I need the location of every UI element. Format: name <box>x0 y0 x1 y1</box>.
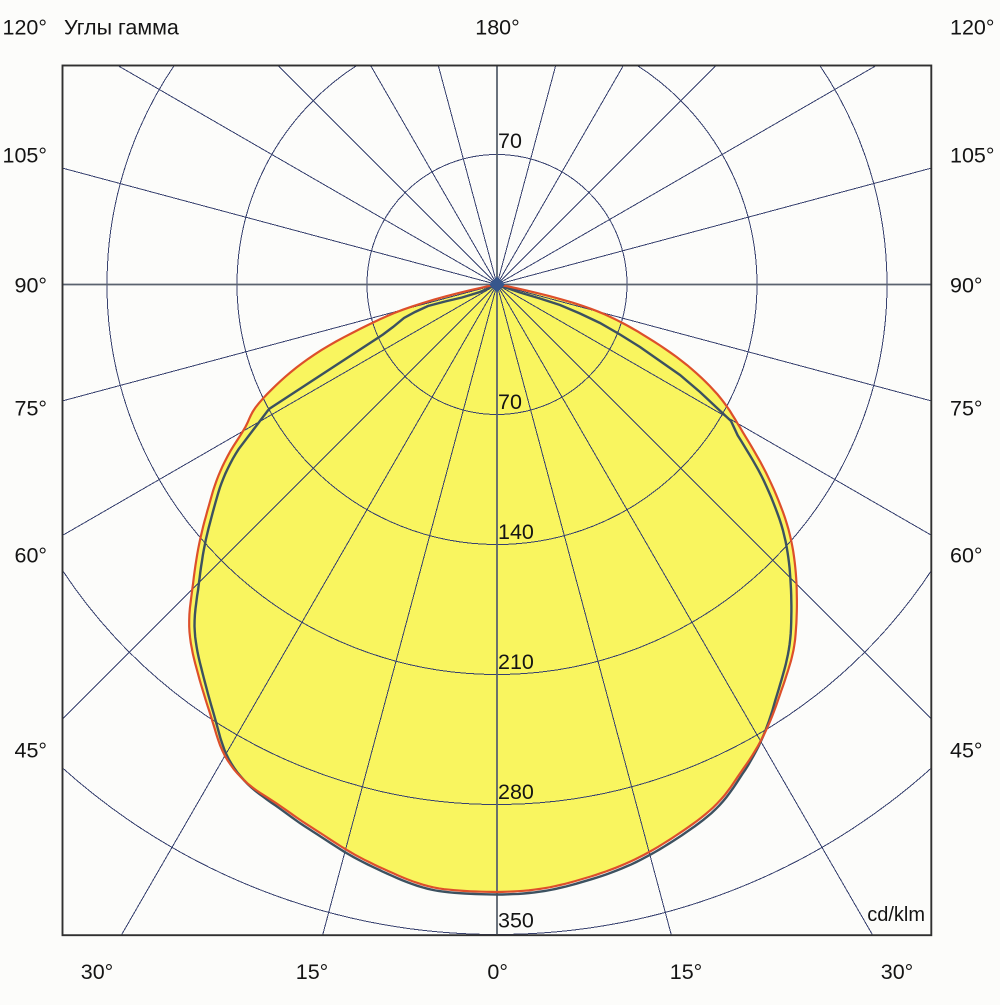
svg-text:90°: 90° <box>14 274 47 298</box>
svg-text:45°: 45° <box>14 739 47 763</box>
svg-text:70: 70 <box>498 390 522 414</box>
svg-text:70: 70 <box>498 129 522 153</box>
svg-text:105°: 105° <box>3 144 47 168</box>
svg-text:75°: 75° <box>950 397 983 421</box>
svg-text:60°: 60° <box>14 544 47 568</box>
svg-text:120°: 120° <box>950 16 994 40</box>
svg-text:Углы гамма: Углы гамма <box>64 16 179 40</box>
svg-text:350: 350 <box>498 909 534 933</box>
svg-text:210: 210 <box>498 650 534 674</box>
svg-text:105°: 105° <box>950 144 994 168</box>
svg-text:120°: 120° <box>3 16 47 40</box>
svg-text:30°: 30° <box>81 960 114 984</box>
svg-text:15°: 15° <box>296 960 329 984</box>
svg-text:140: 140 <box>498 520 534 544</box>
svg-text:15°: 15° <box>670 960 703 984</box>
svg-text:30°: 30° <box>881 960 914 984</box>
svg-text:75°: 75° <box>14 397 47 421</box>
svg-text:280: 280 <box>498 780 534 804</box>
svg-text:0°: 0° <box>487 960 508 984</box>
svg-text:45°: 45° <box>950 739 983 763</box>
svg-text:180°: 180° <box>475 16 519 40</box>
svg-text:60°: 60° <box>950 544 983 568</box>
svg-text:90°: 90° <box>950 274 983 298</box>
svg-text:cd/klm: cd/klm <box>867 904 925 926</box>
